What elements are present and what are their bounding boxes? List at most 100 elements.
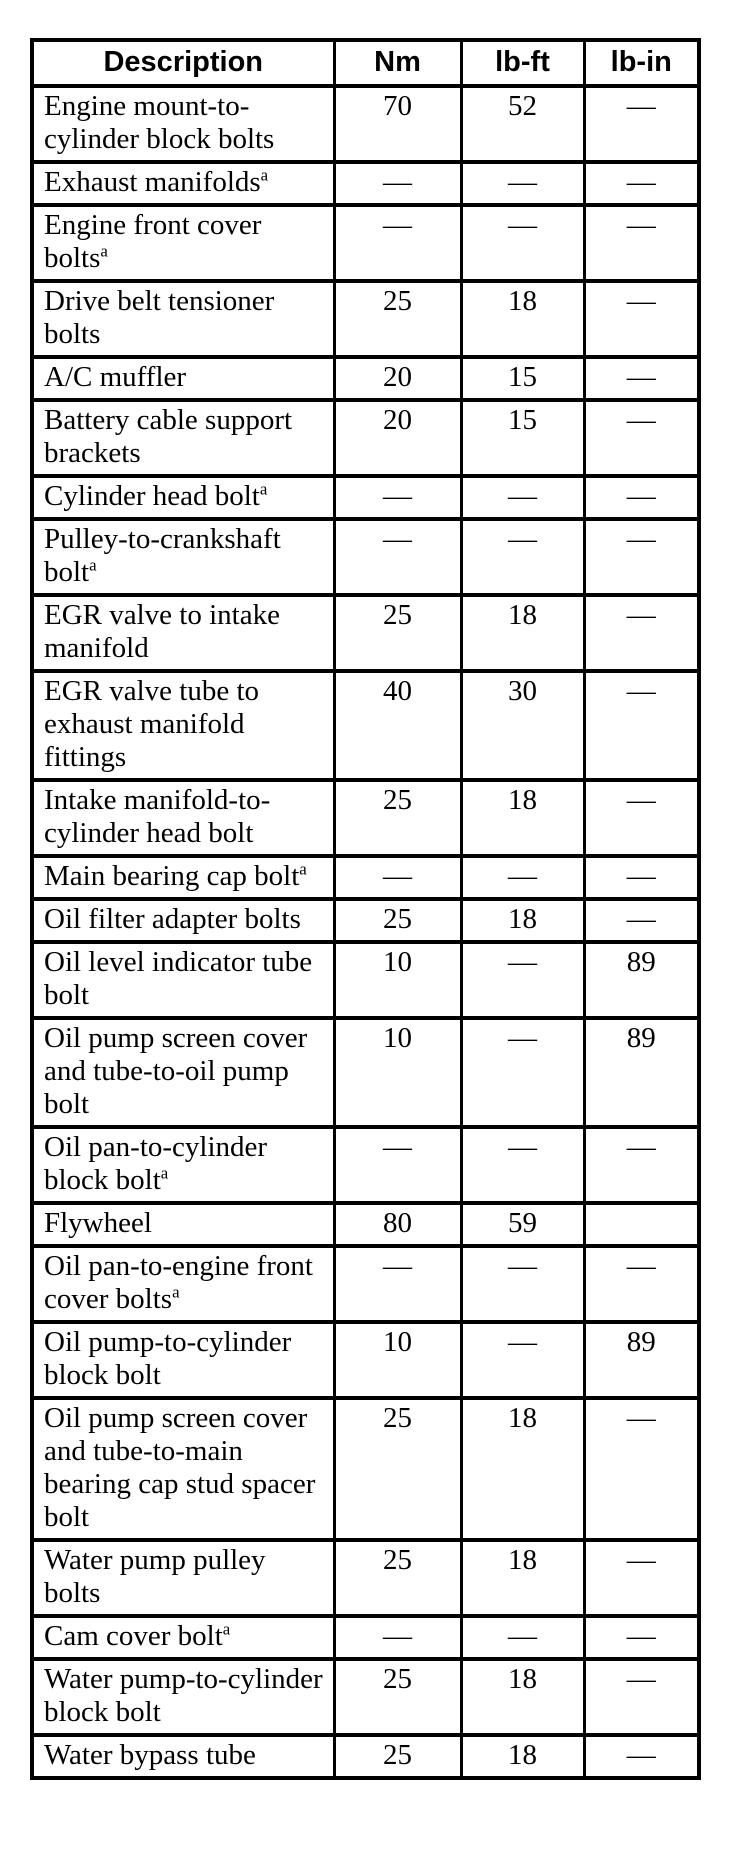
nm-cell: —: [332, 160, 463, 207]
table-row: Flywheel 80 59: [30, 1201, 701, 1248]
table-row: Exhaust manifoldsa — — —: [30, 160, 701, 207]
lb-ft-cell: 15: [459, 355, 586, 402]
nm-cell: 10: [332, 1016, 463, 1129]
lb-in-cell: —: [582, 1396, 701, 1542]
nm-cell: 20: [332, 355, 463, 402]
description-cell: Oil pump-to-cylinder block bolt: [30, 1320, 336, 1400]
table-row: EGR valve to intake manifold 25 18—: [30, 593, 701, 673]
description-cell: Oil pump screen cover and tube-to-oil pu…: [30, 1016, 336, 1129]
table-row: Oil level indicator tube bolt 10—89: [30, 940, 701, 1020]
nm-cell: 70: [332, 84, 463, 164]
description-cell: Oil pan-to-cylinder block bolta: [30, 1125, 336, 1205]
table-row: Oil pump screen cover and tube-to-oil pu…: [30, 1016, 701, 1129]
lb-ft-cell: 30: [459, 669, 586, 782]
lb-ft-cell: 18: [459, 1733, 586, 1780]
footnote-marker: a: [100, 241, 108, 261]
lb-in-cell: —: [582, 1244, 701, 1324]
description-cell: EGR valve tube to exhaust manifold fitti…: [30, 669, 336, 782]
nm-cell: 20: [332, 398, 463, 478]
nm-cell: 25: [332, 778, 463, 858]
lb-ft-cell: 18: [459, 1538, 586, 1618]
lb-in-cell: 89: [582, 1320, 701, 1400]
description-cell: Exhaust manifoldsa: [30, 160, 336, 207]
lb-in-cell: —: [582, 854, 701, 901]
nm-cell: 25: [332, 279, 463, 359]
lb-ft-cell: —: [459, 203, 586, 283]
description-cell: Oil pump screen cover and tube-to-main b…: [30, 1396, 336, 1542]
description-cell: Water bypass tube: [30, 1733, 336, 1780]
torque-spec-table: Description Nm lb-ft lb-in Engine mount-…: [30, 38, 701, 1780]
lb-in-cell: —: [582, 279, 701, 359]
lb-in-cell: —: [582, 203, 701, 283]
table-row: Engine front cover boltsa — — —: [30, 203, 701, 283]
lb-ft-cell: —: [459, 854, 586, 901]
table-row: Drive belt tensioner bolts 25 18—: [30, 279, 701, 359]
table-row: Pulley-to-crankshaft bolta — — —: [30, 517, 701, 597]
header-row: Description Nm lb-ft lb-in: [30, 38, 701, 88]
description-cell: Engine front cover boltsa: [30, 203, 336, 283]
table-row: Main bearing cap bolta — — —: [30, 854, 701, 901]
lb-in-cell: —: [582, 355, 701, 402]
table-row: Oil pump screen cover and tube-to-main b…: [30, 1396, 701, 1542]
description-cell: Flywheel: [30, 1201, 336, 1248]
description-cell: A/C muffler: [30, 355, 336, 402]
description-cell: Engine mount-to-cylinder block bolts: [30, 84, 336, 164]
description-cell: Oil pan-to-engine front cover boltsa: [30, 1244, 336, 1324]
lb-ft-cell: 18: [459, 778, 586, 858]
description-cell: Pulley-to-crankshaft bolta: [30, 517, 336, 597]
lb-in-cell: —: [582, 517, 701, 597]
description-cell: Water pump-to-cylinder block bolt: [30, 1657, 336, 1737]
lb-ft-cell: —: [459, 160, 586, 207]
table-row: Oil pan-to-cylinder block bolta — — —: [30, 1125, 701, 1205]
description-cell: Oil filter adapter bolts: [30, 897, 336, 944]
lb-ft-cell: 18: [459, 593, 586, 673]
table-row: Cylinder head bolta — — —: [30, 474, 701, 521]
lb-in-cell: —: [582, 474, 701, 521]
lb-in-cell: —: [582, 160, 701, 207]
nm-cell: 40: [332, 669, 463, 782]
lb-in-cell: —: [582, 398, 701, 478]
lb-ft-cell: —: [459, 1125, 586, 1205]
lb-in-cell: —: [582, 1614, 701, 1661]
nm-cell: —: [332, 854, 463, 901]
lb-ft-cell: 18: [459, 897, 586, 944]
lb-ft-cell: 52: [459, 84, 586, 164]
description-cell: Cylinder head bolta: [30, 474, 336, 521]
lb-ft-cell: —: [459, 1244, 586, 1324]
footnote-marker: a: [222, 1619, 231, 1639]
lb-in-cell: 89: [582, 940, 701, 1020]
lb-ft-cell: —: [459, 1614, 586, 1661]
lb-in-cell: 89: [582, 1016, 701, 1129]
description-cell: Intake manifold-to-cylinder head bolt: [30, 778, 336, 858]
table-row: Water pump-to-cylinder block bolt 25 18—: [30, 1657, 701, 1737]
nm-cell: 80: [332, 1201, 463, 1248]
lb-in-cell: —: [582, 778, 701, 858]
footnote-marker: a: [260, 165, 269, 185]
lb-in-cell: —: [582, 897, 701, 944]
nm-cell: 25: [332, 1538, 463, 1618]
nm-cell: 25: [332, 1733, 463, 1780]
nm-cell: 25: [332, 1657, 463, 1737]
nm-cell: 10: [332, 940, 463, 1020]
column-header-description: Description: [30, 38, 336, 88]
lb-ft-cell: —: [459, 940, 586, 1020]
table-row: Water pump pulley bolts 25 18—: [30, 1538, 701, 1618]
nm-cell: —: [332, 1125, 463, 1205]
description-cell: Oil level indicator tube bolt: [30, 940, 336, 1020]
lb-ft-cell: —: [459, 474, 586, 521]
table-row: Engine mount-to-cylinder block bolts 70 52…: [30, 84, 701, 164]
lb-in-cell: —: [582, 84, 701, 164]
lb-ft-cell: 18: [459, 279, 586, 359]
description-cell: Battery cable support brackets: [30, 398, 336, 478]
description-cell: Cam cover bolta: [30, 1614, 336, 1661]
lb-ft-cell: 15: [459, 398, 586, 478]
table-row: EGR valve tube to exhaust manifold fitti…: [30, 669, 701, 782]
lb-in-cell: [582, 1201, 701, 1248]
table-row: Oil filter adapter bolts 25 18—: [30, 897, 701, 944]
column-header-lb-in: lb-in: [582, 38, 701, 88]
footnote-marker: a: [259, 479, 268, 499]
nm-cell: 25: [332, 1396, 463, 1542]
lb-ft-cell: 18: [459, 1657, 586, 1737]
description-cell: Water pump pulley bolts: [30, 1538, 336, 1618]
nm-cell: 25: [332, 897, 463, 944]
